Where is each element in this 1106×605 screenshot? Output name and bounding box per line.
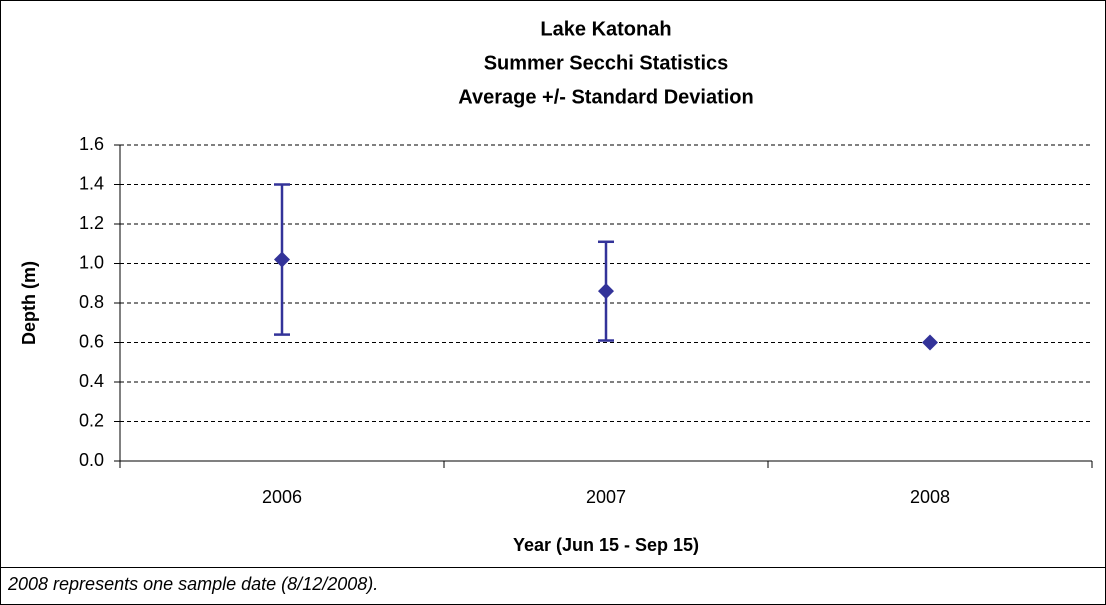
chart-title: Average +/- Standard Deviation <box>458 86 753 108</box>
chart-title: Summer Secchi Statistics <box>484 52 729 74</box>
y-tick-label: 0.0 <box>79 450 104 470</box>
y-tick-label: 0.4 <box>79 371 104 391</box>
y-tick-label: 1.0 <box>79 252 104 272</box>
marker <box>274 251 290 268</box>
y-tick-label: 1.2 <box>79 213 104 233</box>
x-axis-label: Year (Jun 15 - Sep 15) <box>513 535 699 555</box>
y-tick-label: 0.2 <box>79 410 104 430</box>
chart-title: Lake Katonah <box>540 18 671 40</box>
y-axis-label: Depth (m) <box>19 261 39 345</box>
y-tick-label: 0.6 <box>79 331 104 351</box>
x-tick-label: 2008 <box>910 487 950 507</box>
x-tick-label: 2006 <box>262 487 302 507</box>
note: 2008 represents one sample date (8/12/20… <box>7 574 378 594</box>
y-tick-label: 1.6 <box>79 134 104 154</box>
y-tick-label: 0.8 <box>79 292 104 312</box>
y-tick-label: 1.4 <box>79 173 104 193</box>
marker <box>922 334 938 351</box>
marker <box>598 283 614 300</box>
x-tick-label: 2007 <box>586 487 626 507</box>
